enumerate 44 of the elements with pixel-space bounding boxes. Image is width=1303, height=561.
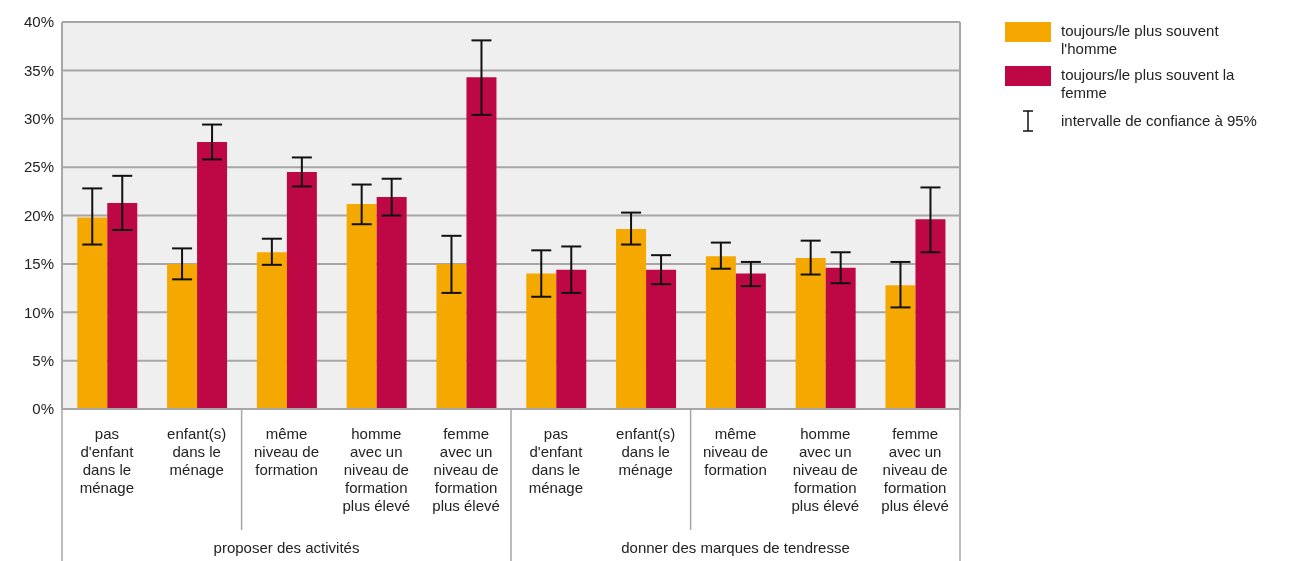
bar — [795, 258, 826, 409]
text: intervalle de confiance à 95% — [1061, 112, 1257, 130]
bar — [825, 267, 856, 409]
y-tick-label: 20% — [23, 206, 54, 224]
y-tick-label: 35% — [23, 61, 54, 79]
bar — [286, 171, 317, 409]
x-tick-label: enfant(s) dans le ménage — [167, 425, 227, 478]
y-tick-label: 40% — [23, 13, 54, 31]
x-tick-label: pas d'enfant dans le ménage — [528, 425, 584, 496]
bar — [705, 256, 736, 409]
y-tick-label: 10% — [23, 303, 54, 321]
y-tick-label: 15% — [23, 255, 54, 273]
y-tick-label: 30% — [23, 110, 54, 128]
bar — [436, 263, 467, 409]
bar — [885, 285, 916, 409]
bar — [526, 273, 557, 409]
bar — [197, 141, 228, 409]
y-tick-label: 0% — [32, 400, 54, 418]
x-tick-label: enfant(s) dans le ménage — [616, 425, 676, 478]
x-tick-label: homme avec un niveau de formation plus élevé — [791, 425, 860, 514]
bar — [466, 77, 497, 409]
x-tick-label: homme avec un niveau de formation plus élevé — [342, 425, 411, 514]
bar — [167, 263, 198, 409]
bar — [735, 273, 766, 409]
bar — [107, 202, 138, 409]
x-tick-label: même niveau de formation — [702, 425, 769, 478]
y-tick-label: 25% — [23, 158, 54, 176]
bar — [616, 229, 647, 409]
bar — [346, 203, 377, 409]
x-tick-label: même niveau de formation — [253, 425, 320, 478]
bar — [556, 269, 587, 409]
x-tick-label: pas d'enfant dans le ménage — [79, 425, 135, 496]
bar — [256, 252, 287, 409]
bar — [376, 197, 407, 409]
bar — [77, 217, 108, 409]
bar — [646, 269, 677, 409]
y-tick-label: 5% — [32, 351, 54, 369]
x-tick-label: femme avec un niveau de formation plus élevé — [881, 425, 949, 514]
text: proposer des activités — [213, 539, 360, 556]
text: donner des marques de tendresse — [621, 539, 850, 556]
bar — [915, 219, 946, 409]
legend-label: toujours/le plus souvent l'homme — [1061, 22, 1220, 58]
x-tick-label: femme avec un niveau de formation plus élevé — [432, 425, 500, 514]
legend-label: toujours/le plus souvent la femme — [1061, 66, 1236, 102]
